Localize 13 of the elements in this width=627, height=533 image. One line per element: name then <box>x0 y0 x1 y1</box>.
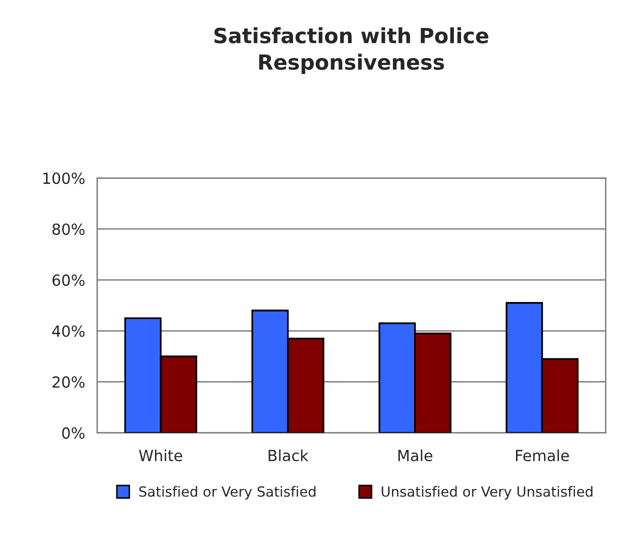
y-tick-label: 100% <box>43 172 85 184</box>
x-tick-label: Male <box>398 449 432 462</box>
chart-title: Satisfaction with Police Responsiveness <box>214 27 488 74</box>
legend-label: Unsatisfied or Very Unsatisfied <box>382 486 592 500</box>
x-tick-label: Black <box>268 449 308 462</box>
y-tick-label: 60% <box>52 274 85 286</box>
legend-label: Satisfied or Very Satisfied <box>139 486 316 500</box>
y-tick-label: 0% <box>62 427 85 439</box>
y-tick-label: 40% <box>52 325 85 337</box>
x-tick-label: Female <box>516 449 569 462</box>
x-tick-label: White <box>139 449 182 462</box>
y-tick-label: 20% <box>52 376 85 388</box>
y-tick-label: 80% <box>52 223 85 235</box>
